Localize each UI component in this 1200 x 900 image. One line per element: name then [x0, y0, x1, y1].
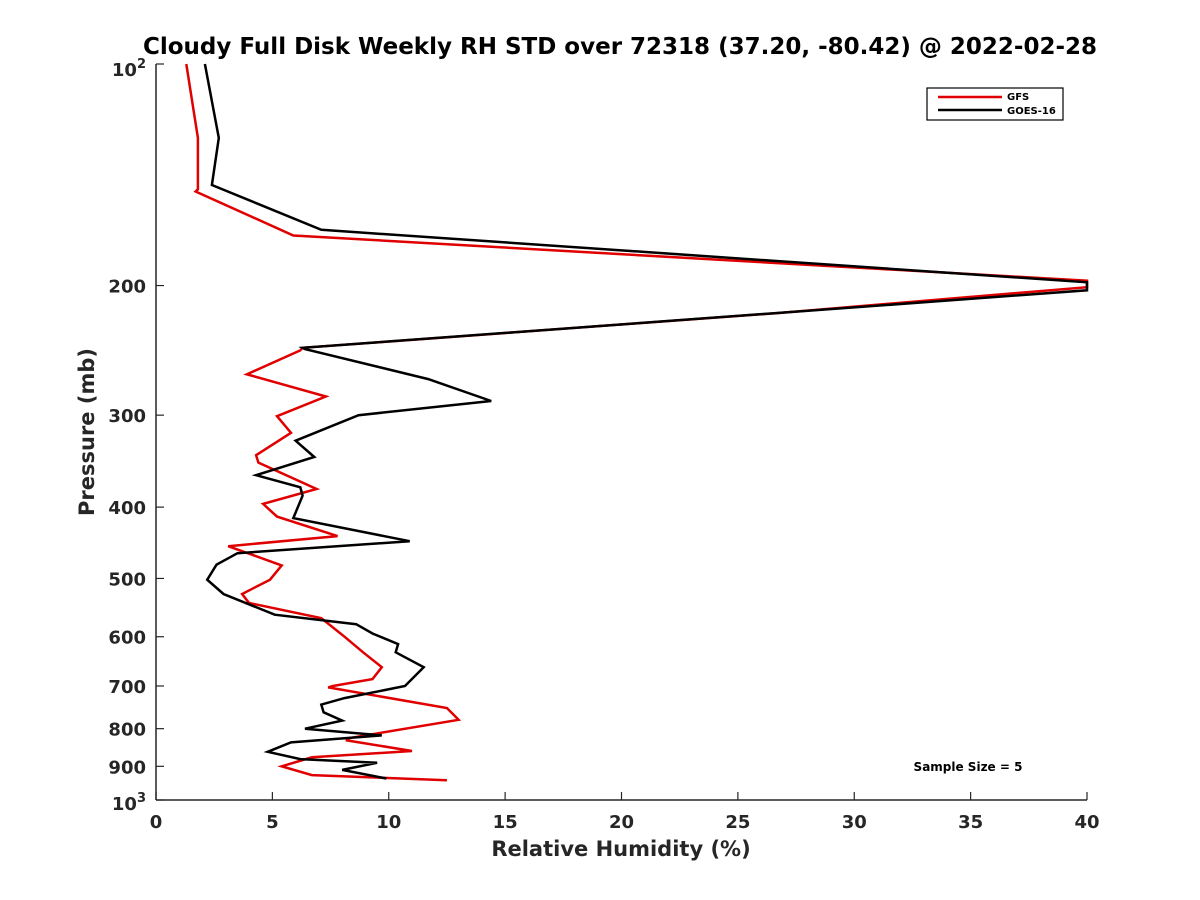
series-line-goes16 — [203, 63, 1089, 780]
x-tick-label: 25 — [725, 812, 750, 833]
x-ticks: 0 5 10 15 20 25 30 35 40 — [150, 792, 1100, 833]
y-ticks: 200 300 400 500 600 700 800 900 — [108, 63, 164, 801]
x-tick-label: 35 — [958, 812, 983, 833]
x-axis-label: Relative Humidity (%) — [491, 837, 750, 861]
y-tick-label-top: 102 — [112, 57, 146, 81]
y-tick-label: 400 — [108, 498, 146, 519]
y-tick-label: 300 — [108, 406, 146, 427]
chart-title: Cloudy Full Disk Weekly RH STD over 7231… — [143, 34, 1097, 60]
x-tick-label: 40 — [1074, 812, 1099, 833]
legend: GFS GOES-16 — [926, 87, 1064, 121]
y-tick-label: 500 — [108, 569, 146, 590]
y-tick-label: 600 — [108, 628, 146, 649]
series-layer — [185, 63, 1089, 782]
y-tick-label: 800 — [108, 720, 146, 741]
x-tick-label: 20 — [609, 812, 634, 833]
x-tick-label: 30 — [842, 812, 867, 833]
x-tick-label: 10 — [376, 812, 401, 833]
y-tick-label: 900 — [108, 757, 146, 778]
legend-label-goes16: GOES-16 — [1007, 106, 1056, 117]
x-tick-label: 15 — [493, 812, 518, 833]
y-tick-label: 700 — [108, 677, 146, 698]
plot-area: 0 5 10 15 20 25 30 35 40 200 300 400 500 600 700 800 90… — [108, 63, 1100, 833]
y-tick-label: 200 — [108, 277, 146, 298]
y-axis-label: Pressure (mb) — [75, 348, 99, 516]
legend-box — [926, 87, 1064, 121]
series-line-gfs — [185, 63, 1089, 782]
y-tick-label-bottom: 103 — [112, 791, 146, 815]
sample-size-annotation: Sample Size = 5 — [914, 760, 1023, 774]
x-tick-label: 0 — [150, 812, 163, 833]
x-tick-label: 5 — [266, 812, 279, 833]
legend-label-gfs: GFS — [1007, 92, 1029, 103]
